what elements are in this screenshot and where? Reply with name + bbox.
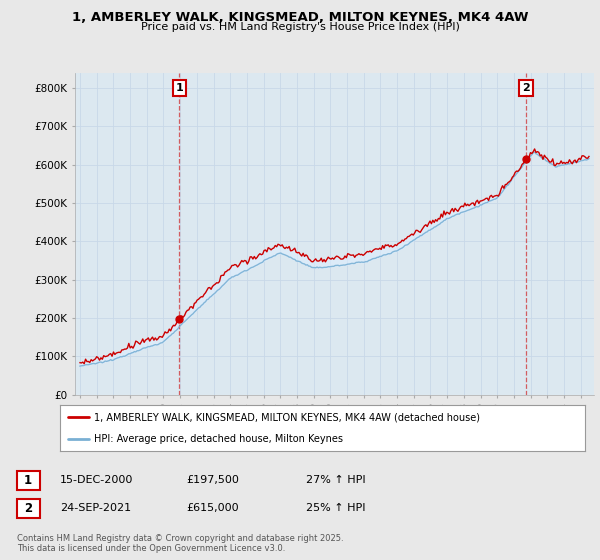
Text: £615,000: £615,000 <box>186 503 239 514</box>
Text: 27% ↑ HPI: 27% ↑ HPI <box>306 475 365 486</box>
Text: 1: 1 <box>24 474 32 487</box>
Text: Price paid vs. HM Land Registry's House Price Index (HPI): Price paid vs. HM Land Registry's House … <box>140 22 460 32</box>
Text: 1, AMBERLEY WALK, KINGSMEAD, MILTON KEYNES, MK4 4AW: 1, AMBERLEY WALK, KINGSMEAD, MILTON KEYN… <box>72 11 528 24</box>
Text: 1: 1 <box>176 83 184 93</box>
Text: £197,500: £197,500 <box>186 475 239 486</box>
Text: Contains HM Land Registry data © Crown copyright and database right 2025.
This d: Contains HM Land Registry data © Crown c… <box>17 534 343 553</box>
Text: 2: 2 <box>522 83 530 93</box>
Text: HPI: Average price, detached house, Milton Keynes: HPI: Average price, detached house, Milt… <box>94 435 343 444</box>
Text: 24-SEP-2021: 24-SEP-2021 <box>60 503 131 514</box>
Text: 25% ↑ HPI: 25% ↑ HPI <box>306 503 365 514</box>
Text: 1, AMBERLEY WALK, KINGSMEAD, MILTON KEYNES, MK4 4AW (detached house): 1, AMBERLEY WALK, KINGSMEAD, MILTON KEYN… <box>94 412 480 422</box>
Text: 2: 2 <box>24 502 32 515</box>
Text: 15-DEC-2000: 15-DEC-2000 <box>60 475 133 486</box>
